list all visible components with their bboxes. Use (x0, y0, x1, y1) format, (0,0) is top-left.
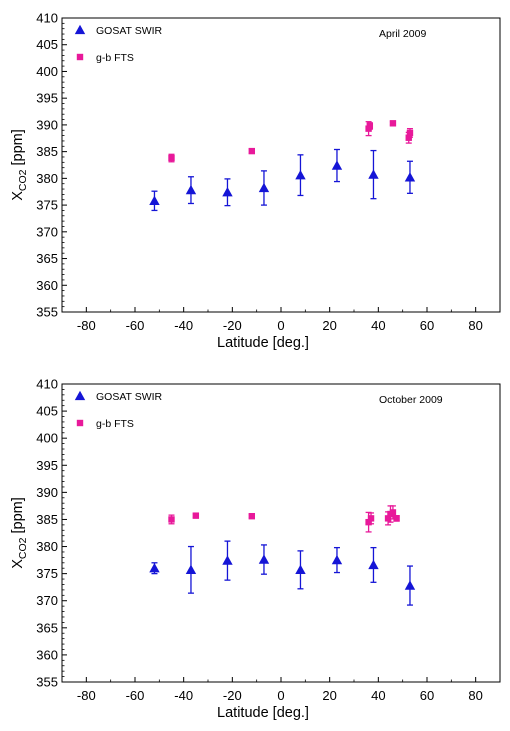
x-tick-label: 0 (277, 688, 284, 703)
date-annotation: October 2009 (379, 394, 443, 406)
y-tick-label: 380 (36, 171, 58, 186)
legend-label: g-b FTS (96, 52, 134, 64)
x-tick-label: 0 (277, 318, 284, 333)
data-point-triangle (404, 172, 416, 182)
x-axis-label: Latitude [deg.] (217, 335, 309, 351)
y-tick-label: 375 (36, 566, 58, 581)
data-point-triangle (368, 169, 379, 179)
series-gosat-swir (149, 148, 416, 212)
data-point-square (389, 120, 397, 127)
data-point-square (365, 518, 372, 526)
legend-label: g-b FTS (96, 418, 134, 430)
y-tick-label: 410 (36, 11, 58, 26)
y-tick-label: 360 (36, 278, 58, 293)
legend-marker-square (76, 53, 84, 61)
data-point-triangle (331, 160, 343, 170)
chart-panel-2: 355360365370375380385390395400405410-80-… (10, 377, 501, 721)
data-point-triangle (222, 187, 233, 197)
data-point-triangle (185, 564, 197, 575)
y-tick-label: 365 (36, 620, 58, 635)
series-gb-fts (168, 505, 400, 533)
y-tick-label: 385 (36, 512, 58, 527)
y-tick-label: 370 (36, 224, 58, 239)
data-point-square (168, 516, 175, 523)
x-tick-label: 20 (322, 688, 336, 703)
data-point-square (248, 513, 255, 520)
data-point-square (393, 515, 400, 522)
y-tick-label: 405 (36, 404, 58, 419)
data-point-triangle (331, 554, 343, 565)
chart-panel-1: 355360365370375380385390395400405410-80-… (10, 11, 501, 351)
legend-marker-triangle (74, 24, 86, 35)
y-tick-label: 375 (36, 198, 58, 213)
y-axis-label-base: X (10, 559, 26, 569)
y-tick-label: 360 (36, 647, 58, 662)
x-tick-label: 40 (371, 318, 385, 333)
data-point-square (384, 515, 392, 522)
x-axis-label: Latitude [deg.] (217, 705, 309, 721)
data-point-triangle (222, 555, 233, 565)
x-tick-label: -60 (126, 688, 145, 703)
y-axis-label-subscript: CO2 (17, 537, 29, 559)
x-tick-label: -20 (223, 318, 242, 333)
x-tick-label: -40 (174, 688, 193, 703)
legend-marker-triangle (74, 390, 86, 401)
y-tick-label: 355 (36, 675, 58, 690)
y-tick-label: 380 (36, 539, 58, 554)
y-axis-label-base: X (10, 191, 26, 201)
y-tick-label: 365 (36, 251, 58, 266)
legend-label: GOSAT SWIR (96, 25, 163, 37)
data-point-square (168, 154, 175, 162)
x-tick-label: -80 (77, 688, 96, 703)
y-tick-label: 385 (36, 144, 58, 159)
data-point-triangle (258, 182, 270, 193)
y-tick-label: 370 (36, 593, 58, 608)
y-tick-label: 395 (36, 458, 58, 473)
data-point-square (389, 509, 397, 516)
x-tick-label: 80 (468, 318, 482, 333)
data-point-triangle (185, 184, 197, 195)
x-tick-label: 40 (371, 688, 385, 703)
series-gosat-swir (149, 540, 416, 606)
y-tick-label: 400 (36, 431, 58, 446)
y-tick-label: 410 (36, 377, 58, 392)
data-point-square (406, 129, 414, 137)
y-tick-label: 390 (36, 485, 58, 500)
y-axis-label: XCO2 [ppm] (10, 129, 29, 201)
data-point-triangle (149, 563, 160, 573)
y-axis-label-subscript: CO2 (17, 169, 29, 191)
legend-label: GOSAT SWIR (96, 391, 163, 403)
x-tick-label: -20 (223, 688, 242, 703)
data-point-square (367, 515, 375, 522)
date-annotation: April 2009 (379, 28, 426, 40)
y-tick-label: 405 (36, 37, 58, 52)
data-point-triangle (295, 169, 306, 180)
x-tick-label: 20 (322, 318, 336, 333)
y-axis-label: XCO2 [ppm] (10, 497, 29, 569)
data-point-triangle (404, 580, 416, 590)
x-tick-label: -80 (77, 318, 96, 333)
data-point-triangle (258, 554, 270, 564)
data-point-square (192, 512, 200, 519)
data-point-triangle (368, 559, 379, 570)
x-tick-label: 60 (420, 318, 434, 333)
data-point-triangle (295, 564, 306, 575)
data-point-triangle (149, 195, 160, 205)
y-tick-label: 400 (36, 64, 58, 79)
y-axis-label-unit: [ppm] (10, 497, 26, 537)
data-point-square (248, 147, 255, 155)
y-tick-label: 390 (36, 117, 58, 132)
x-tick-label: 80 (468, 688, 482, 703)
y-axis-label-unit: [ppm] (10, 129, 26, 169)
y-tick-label: 395 (36, 91, 58, 106)
x-tick-label: -40 (174, 318, 193, 333)
data-point-square (366, 122, 374, 130)
legend-marker-square (76, 419, 84, 427)
x-tick-label: -60 (126, 318, 145, 333)
series-gb-fts (168, 120, 414, 163)
y-tick-label: 355 (36, 305, 58, 320)
x-tick-label: 60 (420, 688, 434, 703)
